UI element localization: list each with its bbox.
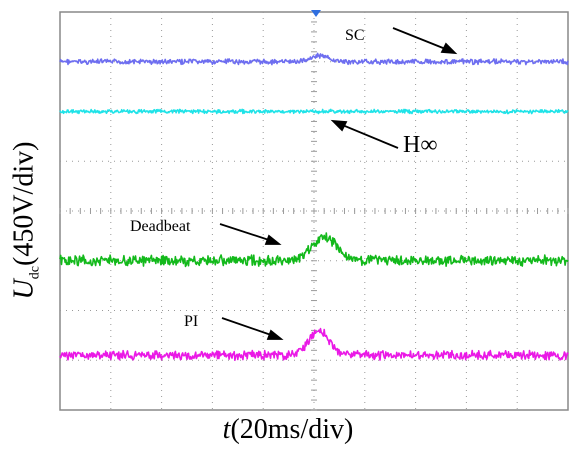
y-axis-label: Udc(450V/div): [6, 100, 46, 340]
arrow-sc: [392, 27, 449, 51]
arrowhead-sc: [440, 42, 458, 55]
x-axis-label: t(20ms/div): [0, 414, 576, 446]
waveform-traces: [59, 52, 569, 361]
trace-0: [59, 52, 569, 66]
annotation-arrows: [219, 27, 458, 340]
arrowhead-hinf: [330, 119, 348, 132]
arrow-pi: [221, 317, 275, 337]
arrow-hinf: [339, 123, 399, 149]
arrow-deadbeat: [219, 223, 273, 242]
series-label-deadbeat: Deadbeat: [130, 218, 191, 235]
y-axis-unit: (450V/div): [8, 141, 40, 266]
series-label-sc: SC: [345, 27, 365, 44]
arrowhead-deadbeat: [264, 234, 282, 245]
trace-2: [59, 232, 569, 268]
x-axis-variable: t: [222, 414, 231, 445]
y-axis-subscript: dc: [27, 265, 43, 279]
trace-1: [59, 108, 569, 115]
series-label-pi: PI: [184, 313, 198, 330]
series-label-hinf: H∞: [403, 132, 437, 158]
y-axis-variable: U: [8, 278, 40, 299]
trace-3: [59, 327, 569, 361]
x-axis-unit: (20ms/div): [230, 414, 354, 445]
trigger-marker-icon: [311, 10, 321, 17]
arrowhead-pi: [266, 329, 284, 340]
